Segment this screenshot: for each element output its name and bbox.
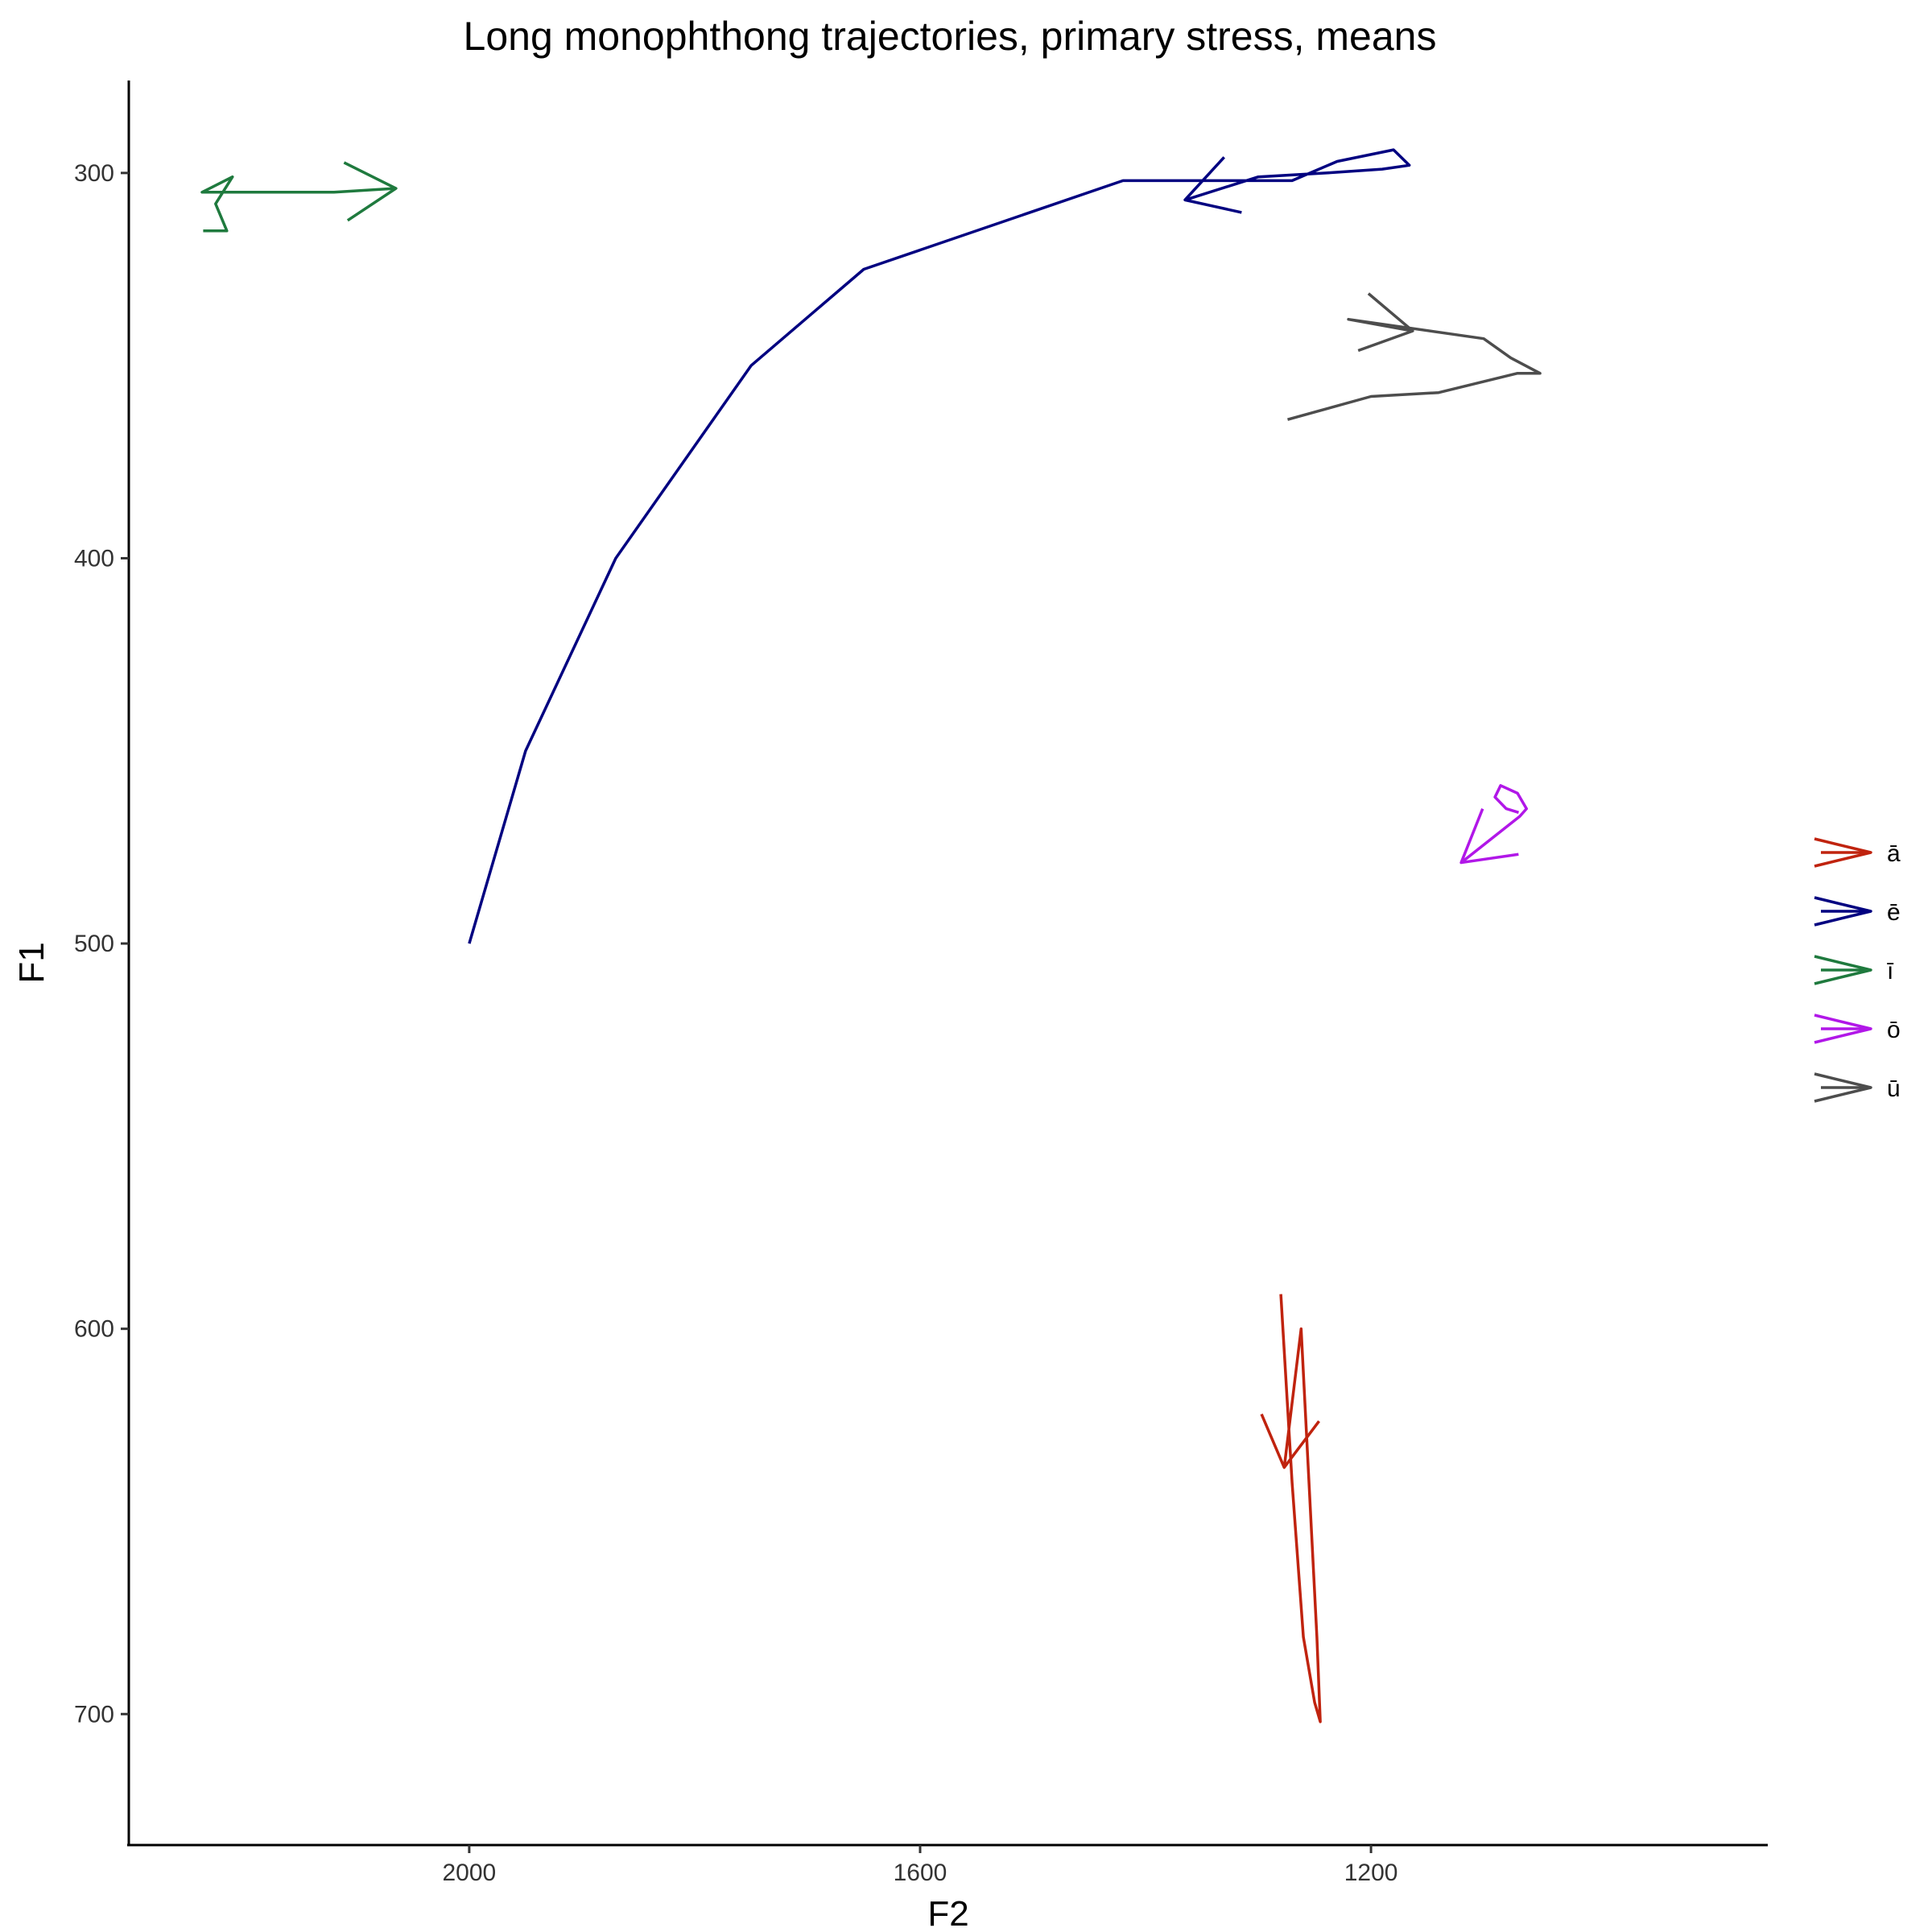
y-tick-label: 600 (74, 1316, 114, 1343)
y-axis-ticks: 300 400 500 600 700 (74, 160, 129, 1728)
series-ū (1287, 292, 1542, 421)
trajectory-line (468, 148, 1411, 944)
legend-item: ī (1814, 955, 1894, 985)
y-tick-label: 300 (74, 160, 114, 187)
x-tick-label: 1200 (1344, 1860, 1398, 1886)
y-tick-label: 500 (74, 931, 114, 957)
trajectory-arrowhead (343, 161, 398, 222)
legend-label: ē (1887, 899, 1901, 926)
x-axis-title: F2 (927, 1894, 968, 1932)
trajectory-arrowhead (1183, 156, 1242, 214)
legend-label: ī (1887, 958, 1894, 985)
series-ē (468, 148, 1411, 944)
y-tick-label: 400 (74, 545, 114, 572)
trajectory-line (200, 175, 397, 233)
trajectory-arrowhead (1260, 1414, 1320, 1469)
x-tick-label: 1600 (894, 1860, 947, 1886)
trajectory-line (1287, 317, 1542, 421)
legend-label: ū (1887, 1075, 1901, 1102)
x-tick-label: 2000 (443, 1860, 497, 1886)
trajectory-line (1460, 784, 1529, 864)
x-axis-ticks: 2000 1600 1200 (443, 1845, 1398, 1886)
plot-area (200, 148, 1542, 1724)
y-tick-label: 700 (74, 1701, 114, 1728)
y-axis-title: F1 (12, 942, 52, 983)
chart-title: Long monophthong trajectories, primary s… (464, 14, 1437, 59)
legend-item: ū (1814, 1072, 1901, 1103)
legend-item: ā (1814, 837, 1901, 868)
legend-label: ā (1887, 840, 1901, 867)
trajectory-arrowhead (1459, 808, 1519, 865)
legend-label: ō (1887, 1017, 1901, 1043)
series-ā (1260, 1294, 1322, 1724)
legend-item: ō (1814, 1013, 1901, 1044)
legend-item: ē (1814, 896, 1901, 927)
series-ī (200, 161, 398, 233)
trajectory-arrowhead (1357, 292, 1414, 353)
series-ō (1459, 784, 1529, 865)
legend: ā ē ī ō ū (1814, 837, 1901, 1103)
trajectory-line (1279, 1294, 1322, 1724)
